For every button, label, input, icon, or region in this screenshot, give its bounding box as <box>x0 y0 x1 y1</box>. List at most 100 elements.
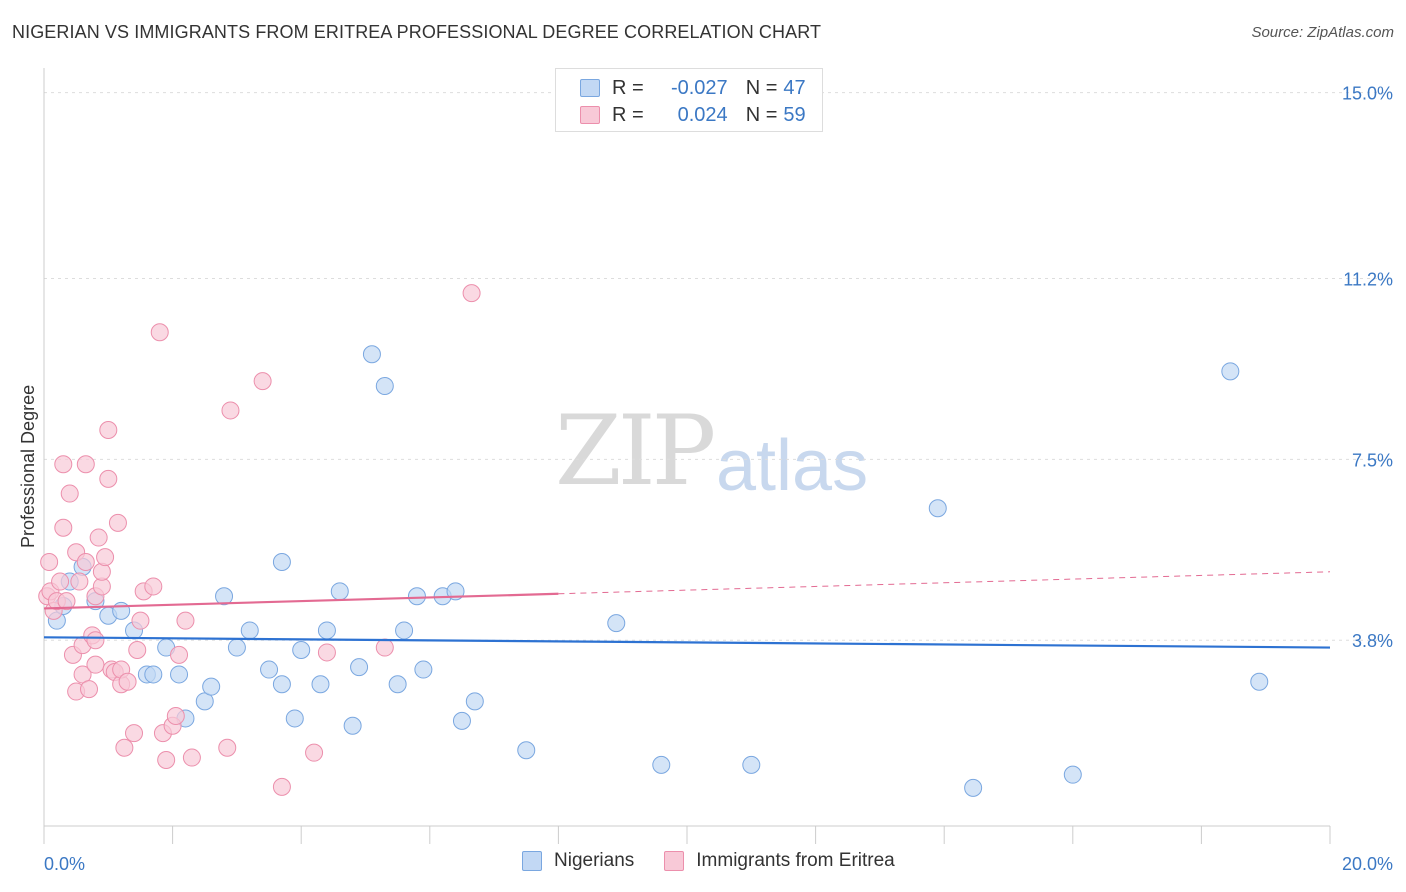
point-eritrea <box>51 572 70 591</box>
point-nigerian <box>388 675 407 694</box>
point-nigerian <box>607 614 626 633</box>
x-tick-label: 0.0% <box>44 854 85 874</box>
y-tick-label: 3.8% <box>1352 631 1393 651</box>
r-value: 0.024 <box>677 103 728 126</box>
trend-line-nigerian <box>43 636 1331 649</box>
point-nigerian <box>1063 765 1082 784</box>
point-nigerian <box>285 709 304 728</box>
point-eritrea <box>57 592 76 611</box>
point-nigerian <box>652 755 671 774</box>
point-eritrea <box>317 643 336 662</box>
r-label: R = <box>612 103 644 126</box>
point-nigerian <box>414 660 433 679</box>
point-eritrea <box>115 738 134 757</box>
blue-swatch <box>580 79 600 97</box>
point-nigerian <box>452 711 471 730</box>
point-eritrea <box>92 562 111 581</box>
point-nigerian <box>1250 672 1269 691</box>
point-eritrea <box>40 553 59 571</box>
point-eritrea <box>253 372 272 391</box>
point-eritrea <box>99 469 118 488</box>
point-nigerian <box>964 778 983 797</box>
n-label: N = <box>745 103 778 126</box>
point-nigerian <box>407 587 426 606</box>
point-nigerian <box>311 675 330 694</box>
point-eritrea <box>108 513 127 532</box>
point-nigerian <box>330 582 349 601</box>
n-label: N = <box>745 76 778 99</box>
point-eritrea <box>157 751 176 769</box>
r-label: R = <box>612 76 644 99</box>
legend-item-nigerians[interactable]: Nigerians <box>522 850 634 872</box>
point-nigerian <box>260 660 279 679</box>
point-nigerian <box>465 692 484 711</box>
point-eritrea <box>166 707 185 725</box>
point-nigerian <box>362 345 381 364</box>
point-nigerian <box>517 741 536 760</box>
y-tick-label: 11.2% <box>1343 269 1393 289</box>
series-legend: Nigerians Immigrants from Eritrea <box>522 850 925 872</box>
point-nigerian <box>144 665 163 684</box>
point-eritrea <box>170 645 189 664</box>
legend-row-eritrea: R = 0.024 N = 59 <box>580 102 806 128</box>
point-nigerian <box>395 621 414 640</box>
legend-row-nigerians: R = -0.027 N = 47 <box>580 75 806 101</box>
point-eritrea <box>54 518 73 537</box>
stats-legend: R = -0.027 N = 47 R = 0.024 N = 59 <box>555 68 823 132</box>
point-eritrea <box>131 611 150 630</box>
y-axis-label: Professional Degree <box>18 384 38 548</box>
point-eritrea <box>221 401 240 420</box>
point-eritrea <box>76 553 95 571</box>
point-eritrea <box>150 323 169 342</box>
point-nigerian <box>272 675 291 694</box>
point-nigerian <box>112 601 131 620</box>
point-nigerian <box>292 641 311 659</box>
trend-line-dashed-eritrea <box>558 571 1331 595</box>
point-eritrea <box>86 631 105 650</box>
source-credit: Source: ZipAtlas.com <box>1251 24 1394 41</box>
n-value: 59 <box>783 103 806 126</box>
y-tick-label: 15.0% <box>1342 84 1393 104</box>
point-eritrea <box>125 724 144 743</box>
n-value: 47 <box>783 76 806 99</box>
point-eritrea <box>99 421 118 439</box>
point-eritrea <box>118 672 137 691</box>
point-nigerian <box>317 621 336 640</box>
point-nigerian <box>742 755 761 774</box>
point-eritrea <box>76 455 95 474</box>
point-eritrea <box>375 638 394 657</box>
trend-line-eritrea <box>43 592 559 610</box>
point-nigerian <box>215 587 234 606</box>
point-eritrea <box>218 738 237 757</box>
point-eritrea <box>80 680 99 699</box>
point-eritrea <box>54 455 73 474</box>
x-tick-label: 20.0% <box>1342 854 1393 874</box>
point-eritrea <box>176 611 195 630</box>
point-nigerian <box>170 665 189 684</box>
watermark-atlas: atlas <box>716 426 869 506</box>
point-nigerian <box>928 499 947 518</box>
point-nigerian <box>375 377 394 395</box>
point-nigerian <box>240 621 259 640</box>
point-eritrea <box>86 655 105 674</box>
point-eritrea <box>128 641 147 659</box>
point-eritrea <box>70 572 89 591</box>
point-eritrea <box>272 777 291 796</box>
legend-label-nigerians: Nigerians <box>554 850 635 871</box>
pink-swatch <box>580 106 600 124</box>
legend-item-eritrea[interactable]: Immigrants from Eritrea <box>664 850 895 872</box>
point-nigerian <box>227 638 246 657</box>
chart-title: NIGERIAN VS IMMIGRANTS FROM ERITREA PROF… <box>12 22 822 42</box>
point-nigerian <box>343 716 362 735</box>
point-eritrea <box>96 548 115 567</box>
point-nigerian <box>272 553 291 571</box>
point-eritrea <box>462 284 481 303</box>
y-tick-label: 7.5% <box>1352 450 1393 470</box>
point-eritrea <box>60 484 79 503</box>
point-nigerian <box>1221 362 1240 381</box>
blue-swatch <box>522 851 542 871</box>
point-nigerian <box>350 658 369 677</box>
r-value: -0.027 <box>670 76 728 99</box>
point-eritrea <box>182 748 201 767</box>
